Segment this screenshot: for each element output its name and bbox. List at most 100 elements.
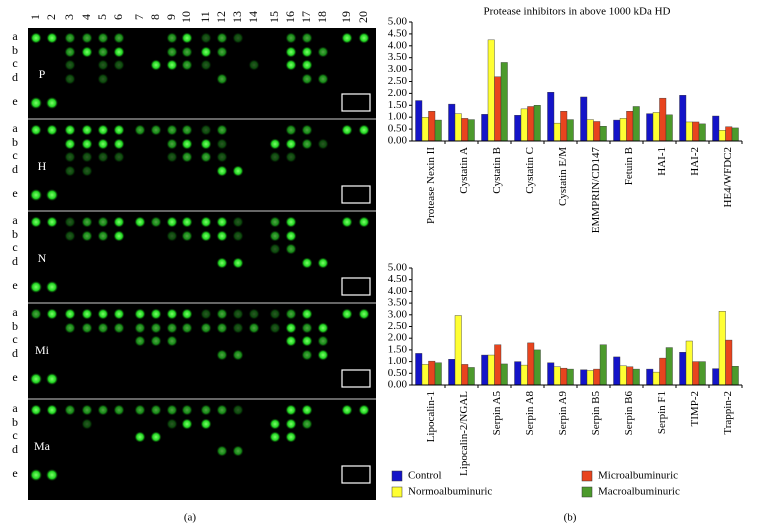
- spot: [46, 216, 58, 228]
- x-tick-label: Cystatin A: [458, 147, 470, 194]
- spot: [46, 97, 58, 109]
- y-tick-label: 4.00: [388, 39, 408, 51]
- panel-label: (b): [564, 512, 577, 524]
- spot: [64, 151, 76, 163]
- spot: [181, 404, 193, 416]
- spot: [216, 257, 228, 269]
- spot: [64, 73, 76, 85]
- bar: Normoalbuminuric: [619, 118, 627, 142]
- spot: [97, 308, 109, 320]
- bar: [652, 371, 660, 386]
- legend-swatch: [391, 486, 403, 498]
- bar: Microalbuminuric: [626, 111, 634, 142]
- spot: [97, 73, 109, 85]
- row-label: b: [12, 319, 18, 333]
- spot: [97, 230, 109, 242]
- spot: [134, 308, 146, 320]
- spot: [166, 151, 178, 163]
- column-label: 5: [95, 14, 109, 20]
- spot: [301, 138, 313, 150]
- x-tick-label: HE4/WFDC2: [722, 147, 734, 208]
- spot: [81, 32, 93, 44]
- spot: [30, 404, 42, 416]
- panel-label: (a): [184, 512, 197, 524]
- spot: [358, 404, 370, 416]
- bar: Normoalbuminuric: [454, 113, 462, 142]
- column-label: 18: [315, 11, 329, 23]
- y-tick-label: 1.00: [388, 111, 408, 123]
- spot: [341, 124, 353, 136]
- bar: Macroalbuminuric: [434, 119, 442, 142]
- y-tick-label: 4.00: [388, 285, 408, 297]
- spot: [232, 165, 244, 177]
- spot: [166, 124, 178, 136]
- spot: [317, 322, 329, 334]
- spot: [317, 349, 329, 361]
- x-tick-label: Serpin A5: [491, 391, 503, 436]
- bar: Normoalbuminuric: [487, 39, 495, 142]
- spot: [200, 32, 212, 44]
- row-label: b: [12, 227, 18, 241]
- row-label: d: [12, 346, 18, 360]
- spot: [216, 46, 228, 58]
- bar: Control: [712, 115, 720, 142]
- row-label: a: [12, 401, 18, 415]
- block-label: Ma: [34, 439, 51, 453]
- spot: [97, 151, 109, 163]
- spot: [200, 418, 212, 430]
- blank-box: [341, 185, 371, 204]
- x-tick-label: Protease Nexin II: [425, 147, 437, 224]
- row-label: d: [12, 442, 18, 456]
- spot: [46, 281, 58, 293]
- bar: Microalbuminuric: [560, 111, 568, 142]
- row-label: b: [12, 135, 18, 149]
- spot: [269, 151, 281, 163]
- spot: [181, 46, 193, 58]
- bar: Macroalbuminuric: [698, 123, 706, 142]
- column-label: 2: [44, 14, 58, 20]
- bar: Macroalbuminuric: [599, 126, 607, 142]
- bar: Normoalbuminuric: [586, 119, 594, 142]
- spot: [97, 322, 109, 334]
- spot: [358, 308, 370, 320]
- bar: Control: [514, 115, 522, 142]
- spot: [150, 124, 162, 136]
- spot: [181, 138, 193, 150]
- bar: [685, 340, 693, 386]
- spot: [200, 138, 212, 150]
- spot: [232, 322, 244, 334]
- y-tick-label: 4.50: [388, 273, 408, 285]
- spot: [216, 349, 228, 361]
- bar: [487, 354, 495, 386]
- spot: [216, 165, 228, 177]
- spot: [200, 322, 212, 334]
- spot: [113, 404, 125, 416]
- spot: [46, 308, 58, 320]
- spot: [358, 32, 370, 44]
- bar: [448, 359, 456, 386]
- row-label: b: [12, 43, 18, 57]
- spot: [81, 46, 93, 58]
- spot: [200, 308, 212, 320]
- bar: [586, 370, 594, 386]
- bar: [533, 349, 541, 386]
- bar: [553, 366, 561, 386]
- spot: [269, 322, 281, 334]
- spot: [64, 32, 76, 44]
- x-tick-label: HAI-1: [656, 147, 668, 176]
- spot: [30, 281, 42, 293]
- spot: [81, 138, 93, 150]
- bar: [494, 344, 502, 386]
- bar: Microalbuminuric: [527, 106, 535, 142]
- spot: [200, 216, 212, 228]
- spot: [30, 189, 42, 201]
- spot: [81, 165, 93, 177]
- spot: [216, 138, 228, 150]
- bar: [566, 368, 574, 386]
- blank-box: [341, 369, 371, 388]
- spot: [166, 46, 178, 58]
- bar: Normoalbuminuric: [421, 116, 429, 142]
- spot: [30, 216, 42, 228]
- spot: [97, 59, 109, 71]
